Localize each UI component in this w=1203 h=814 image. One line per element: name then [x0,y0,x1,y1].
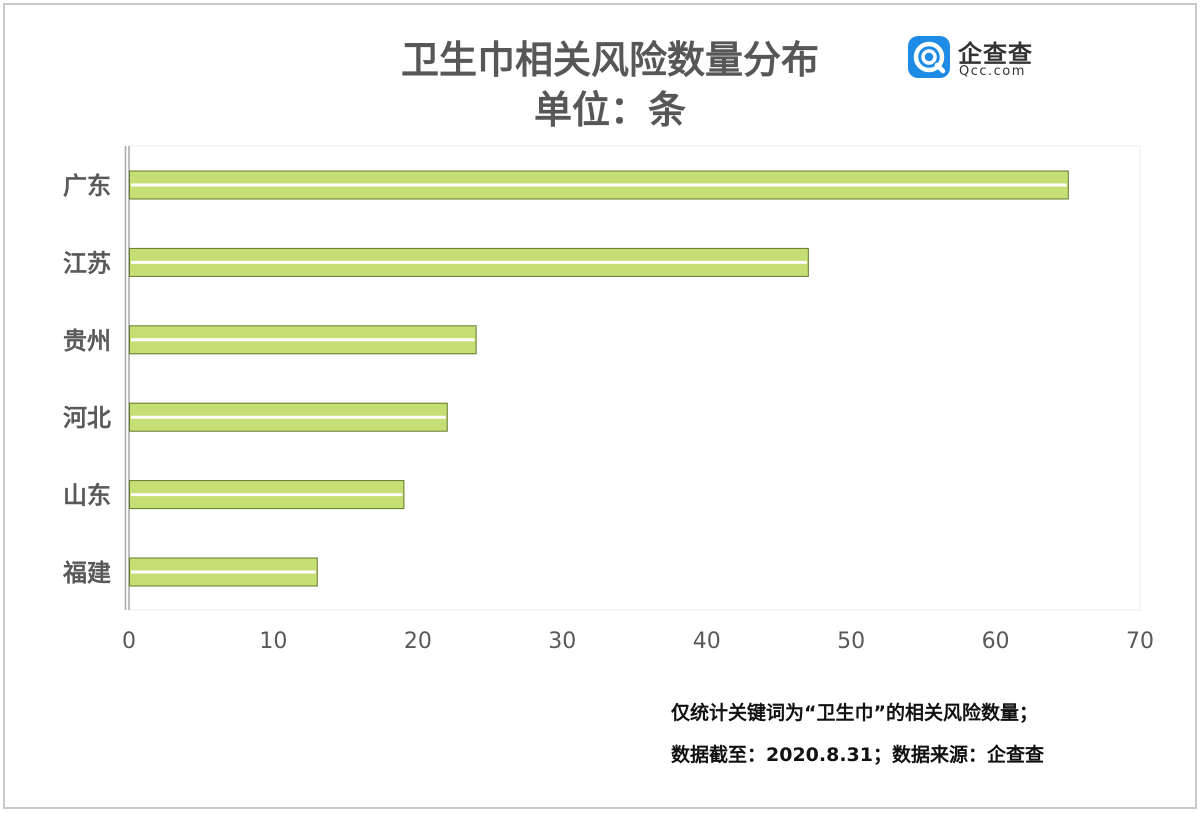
bar [129,325,477,355]
x-tick-label: 60 [982,629,1010,654]
logo-name-cn: 企查查 [958,40,1033,68]
x-tick-label: 40 [693,629,721,654]
x-tick-label: 70 [1126,629,1154,654]
plot-area [128,145,1141,611]
bar [129,247,809,277]
category-label: 江苏 [63,249,111,277]
bar [129,170,1069,200]
x-tick-label: 0 [122,629,136,654]
bar [129,480,405,510]
category-label: 河北 [63,404,111,432]
qcc-logo-icon [908,36,950,78]
qcc-logo: 企查查 Qcc.com [908,36,1048,82]
note-source: 数据截至：2020.8.31；数据来源：企查查 [671,744,1044,766]
chart-title: 卫生巾相关风险数量分布 [400,38,819,82]
note-scope: 仅统计关键词为“卫生巾”的相关风险数量； [671,702,1038,724]
logo-name-en: Qcc.com [959,64,1026,79]
chart-subtitle: 单位：条 [533,88,686,132]
category-label: 贵州 [63,327,111,355]
x-tick-label: 50 [837,629,865,654]
category-label: 广东 [63,172,111,200]
chart-frame [3,3,1197,809]
bar [129,402,448,432]
category-label: 山东 [63,482,111,510]
x-tick-label: 30 [548,629,576,654]
bar [129,557,318,587]
x-tick-label: 10 [259,629,287,654]
category-label: 福建 [62,559,111,587]
x-tick-label: 20 [404,629,432,654]
